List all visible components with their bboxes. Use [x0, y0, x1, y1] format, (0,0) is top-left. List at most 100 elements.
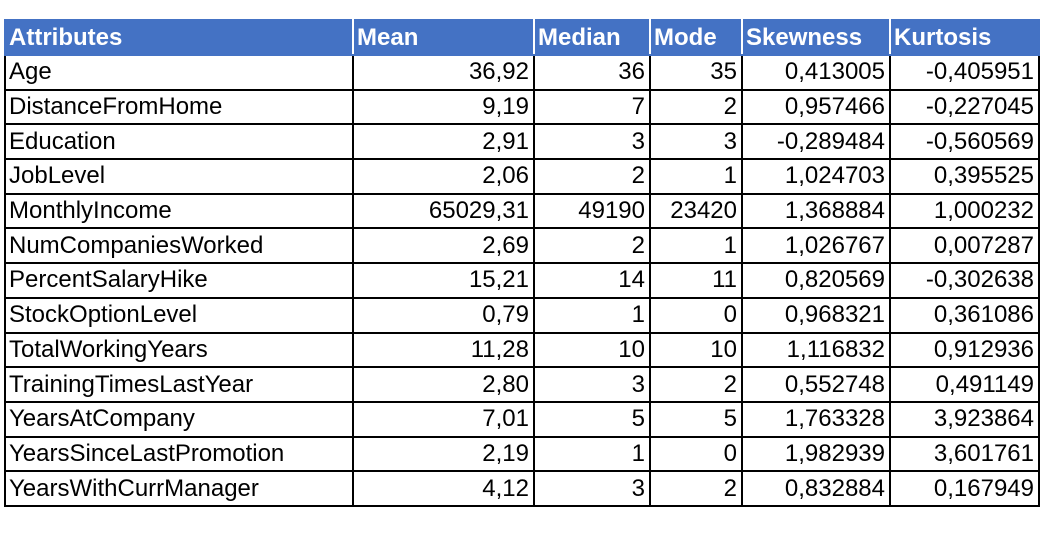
cell-attribute: YearsSinceLastPromotion [4, 435, 354, 473]
cell-kurtosis: 3,923864 [889, 400, 1040, 438]
cell-mode: 1 [649, 158, 743, 195]
cell-skewness: 0,413005 [741, 54, 891, 91]
header-mode: Mode [649, 19, 743, 56]
cell-attribute: TotalWorkingYears [4, 331, 354, 369]
table-row: StockOptionLevel 0,79 1 0 0,968321 0,361086 [4, 296, 1040, 334]
cell-mean: 2,19 [352, 435, 535, 473]
cell-median: 49190 [533, 192, 651, 230]
cell-attribute: YearsWithCurrManager [4, 470, 354, 507]
cell-mode: 2 [649, 366, 743, 403]
cell-median: 1 [533, 435, 651, 473]
table-row: Education 2,91 3 3 -0,289484 -0,560569 [4, 123, 1040, 161]
cell-kurtosis: 0,167949 [889, 470, 1040, 507]
table-row: YearsWithCurrManager 4,12 3 2 0,832884 0,1679… [4, 470, 1040, 507]
header-row: Attributes Mean Median Mode Skewness Kur… [4, 19, 1040, 56]
table-row: JobLevel 2,06 2 1 1,024703 0,395525 [4, 158, 1040, 195]
cell-attribute: MonthlyIncome [4, 192, 354, 230]
cell-kurtosis: 0,361086 [889, 296, 1040, 334]
cell-kurtosis: 1,000232 [889, 192, 1040, 230]
cell-kurtosis: 0,007287 [889, 227, 1040, 265]
table-row: Age 36,92 36 35 0,413005 -0,405951 [4, 54, 1040, 91]
cell-mode: 35 [649, 54, 743, 91]
cell-kurtosis: -0,227045 [889, 88, 1040, 126]
cell-kurtosis: -0,560569 [889, 123, 1040, 161]
cell-skewness: 1,026767 [741, 227, 891, 265]
cell-median: 3 [533, 470, 651, 507]
cell-mean: 0,79 [352, 296, 535, 334]
cell-skewness: 0,832884 [741, 470, 891, 507]
cell-kurtosis: 0,491149 [889, 366, 1040, 403]
cell-skewness: 1,368884 [741, 192, 891, 230]
cell-mean: 2,80 [352, 366, 535, 403]
cell-median: 2 [533, 158, 651, 195]
cell-skewness: -0,289484 [741, 123, 891, 161]
cell-attribute: Age [4, 54, 354, 91]
cell-kurtosis: 0,395525 [889, 158, 1040, 195]
cell-mean: 7,01 [352, 400, 535, 438]
header-median: Median [533, 19, 651, 56]
cell-skewness: 1,763328 [741, 400, 891, 438]
cell-skewness: 1,982939 [741, 435, 891, 473]
header-skewness: Skewness [741, 19, 891, 56]
cell-kurtosis: -0,302638 [889, 262, 1040, 299]
cell-attribute: DistanceFromHome [4, 88, 354, 126]
cell-median: 1 [533, 296, 651, 334]
cell-median: 7 [533, 88, 651, 126]
cell-mode: 0 [649, 435, 743, 473]
cell-attribute: NumCompaniesWorked [4, 227, 354, 265]
cell-median: 14 [533, 262, 651, 299]
header-attributes: Attributes [4, 19, 354, 56]
table-row: NumCompaniesWorked 2,69 2 1 1,026767 0,007287 [4, 227, 1040, 265]
cell-mode: 10 [649, 331, 743, 369]
table-row: MonthlyIncome 65029,31 49190 23420 1,368884 1… [4, 192, 1040, 230]
header-kurtosis: Kurtosis [889, 19, 1040, 56]
header-mean: Mean [352, 19, 535, 56]
table-row: PercentSalaryHike 15,21 14 11 0,820569 -0,302… [4, 262, 1040, 299]
cell-median: 2 [533, 227, 651, 265]
cell-attribute: TrainingTimesLastYear [4, 366, 354, 403]
table-row: YearsSinceLastPromotion 2,19 1 0 1,982939 3,6… [4, 435, 1040, 473]
cell-mean: 11,28 [352, 331, 535, 369]
cell-skewness: 0,820569 [741, 262, 891, 299]
cell-kurtosis: -0,405951 [889, 54, 1040, 91]
cell-mode: 3 [649, 123, 743, 161]
cell-median: 3 [533, 123, 651, 161]
cell-kurtosis: 3,601761 [889, 435, 1040, 473]
cell-mean: 2,06 [352, 158, 535, 195]
statistics-table: Attributes Mean Median Mode Skewness Kur… [4, 19, 1040, 507]
cell-mode: 5 [649, 400, 743, 438]
cell-attribute: StockOptionLevel [4, 296, 354, 334]
cell-mode: 2 [649, 88, 743, 126]
cell-mode: 2 [649, 470, 743, 507]
cell-median: 36 [533, 54, 651, 91]
cell-skewness: 0,957466 [741, 88, 891, 126]
cell-mode: 0 [649, 296, 743, 334]
cell-mean: 15,21 [352, 262, 535, 299]
cell-mode: 1 [649, 227, 743, 265]
cell-kurtosis: 0,912936 [889, 331, 1040, 369]
cell-skewness: 0,552748 [741, 366, 891, 403]
cell-skewness: 1,116832 [741, 331, 891, 369]
table-body: Age 36,92 36 35 0,413005 -0,405951 DistanceFro… [4, 54, 1040, 507]
cell-mode: 23420 [649, 192, 743, 230]
cell-mean: 4,12 [352, 470, 535, 507]
cell-attribute: PercentSalaryHike [4, 262, 354, 299]
table-row: DistanceFromHome 9,19 7 2 0,957466 -0,227045 [4, 88, 1040, 126]
cell-skewness: 0,968321 [741, 296, 891, 334]
cell-median: 3 [533, 366, 651, 403]
table-row: YearsAtCompany 7,01 5 5 1,763328 3,923864 [4, 400, 1040, 438]
cell-mean: 36,92 [352, 54, 535, 91]
cell-mean: 2,69 [352, 227, 535, 265]
table-row: TotalWorkingYears 11,28 10 10 1,116832 0,9129… [4, 331, 1040, 369]
cell-mode: 11 [649, 262, 743, 299]
cell-median: 10 [533, 331, 651, 369]
cell-attribute: YearsAtCompany [4, 400, 354, 438]
cell-skewness: 1,024703 [741, 158, 891, 195]
cell-attribute: Education [4, 123, 354, 161]
cell-median: 5 [533, 400, 651, 438]
cell-mean: 65029,31 [352, 192, 535, 230]
cell-mean: 2,91 [352, 123, 535, 161]
cell-mean: 9,19 [352, 88, 535, 126]
table-row: TrainingTimesLastYear 2,80 3 2 0,552748 0,491… [4, 366, 1040, 403]
cell-attribute: JobLevel [4, 158, 354, 195]
